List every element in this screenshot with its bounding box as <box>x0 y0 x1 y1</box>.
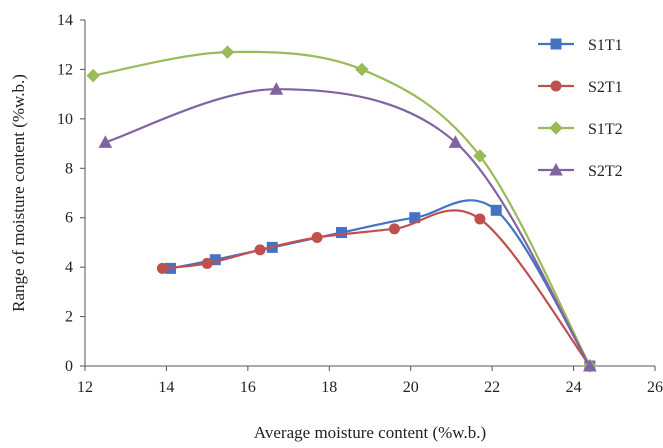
data-point-s1t2 <box>473 149 487 163</box>
legend-label-s2t1: S2T1 <box>588 79 623 96</box>
data-point-s2t1 <box>388 223 400 235</box>
data-point-s2t2 <box>448 135 463 148</box>
x-tick-label: 20 <box>403 379 419 396</box>
x-tick-label: 18 <box>321 379 337 396</box>
data-point-s2t1 <box>254 244 266 256</box>
data-point-s1t2 <box>86 68 100 83</box>
data-point-s2t1 <box>311 231 323 243</box>
y-tick-label: 4 <box>65 259 73 276</box>
series-s2t2 <box>98 82 597 372</box>
y-tick-label: 2 <box>65 309 73 326</box>
data-point-s2t2 <box>98 135 113 148</box>
data-point-s2t1 <box>156 262 168 274</box>
legend-marker-s2t2 <box>549 162 563 176</box>
data-point-s1t2 <box>355 62 369 77</box>
series-line-s2t2 <box>105 88 591 367</box>
y-tick-label: 0 <box>65 358 73 375</box>
x-axis-title: Average moisture content (%w.b.) <box>254 423 486 442</box>
series-line-s1t2 <box>92 50 591 367</box>
legend-label-s1t1: S1T1 <box>588 37 623 54</box>
legend: S1T1 S2T1 S1T2 S2T2 <box>538 37 623 180</box>
series-line-s1t1 <box>170 199 591 367</box>
data-point-s2t1 <box>474 213 486 225</box>
x-tick-label: 26 <box>647 379 663 396</box>
legend-label-s2t2: S2T2 <box>588 163 623 180</box>
series-layer <box>86 45 597 373</box>
x-tick-label: 12 <box>77 379 93 396</box>
x-tick-label: 16 <box>240 379 256 396</box>
legend-item-s2t2: S2T2 <box>538 162 623 180</box>
y-tick-label: 14 <box>57 12 73 29</box>
y-tick-label: 10 <box>57 111 73 128</box>
legend-item-s2t1: S2T1 <box>538 79 623 96</box>
series-s1t2 <box>86 45 597 373</box>
series-s2t1 <box>156 209 596 372</box>
x-tick-label: 14 <box>158 379 174 396</box>
legend-marker-s1t1 <box>550 38 562 50</box>
data-point-s1t1 <box>336 227 347 239</box>
x-tick-label: 24 <box>566 379 582 396</box>
data-point-s1t1 <box>490 204 502 216</box>
y-axis-title: Range of moisture content (%w.b.) <box>9 74 28 312</box>
legend-item-s1t2: S1T2 <box>538 121 623 138</box>
legend-item-s1t1: S1T1 <box>538 37 623 54</box>
y-tick-label: 12 <box>57 61 73 78</box>
data-point-s2t2 <box>269 82 284 95</box>
data-point-s2t2 <box>583 358 597 372</box>
data-point-s1t2 <box>220 45 235 59</box>
y-tick-label: 6 <box>65 210 73 227</box>
series-s1t1 <box>165 199 596 372</box>
legend-marker-s1t2 <box>549 121 563 135</box>
legend-marker-s2t1 <box>550 80 562 92</box>
legend-label-s1t2: S1T2 <box>588 121 623 138</box>
y-tick-label: 8 <box>65 160 73 177</box>
data-point-s2t1 <box>201 257 213 269</box>
x-tick-label: 22 <box>484 379 500 396</box>
